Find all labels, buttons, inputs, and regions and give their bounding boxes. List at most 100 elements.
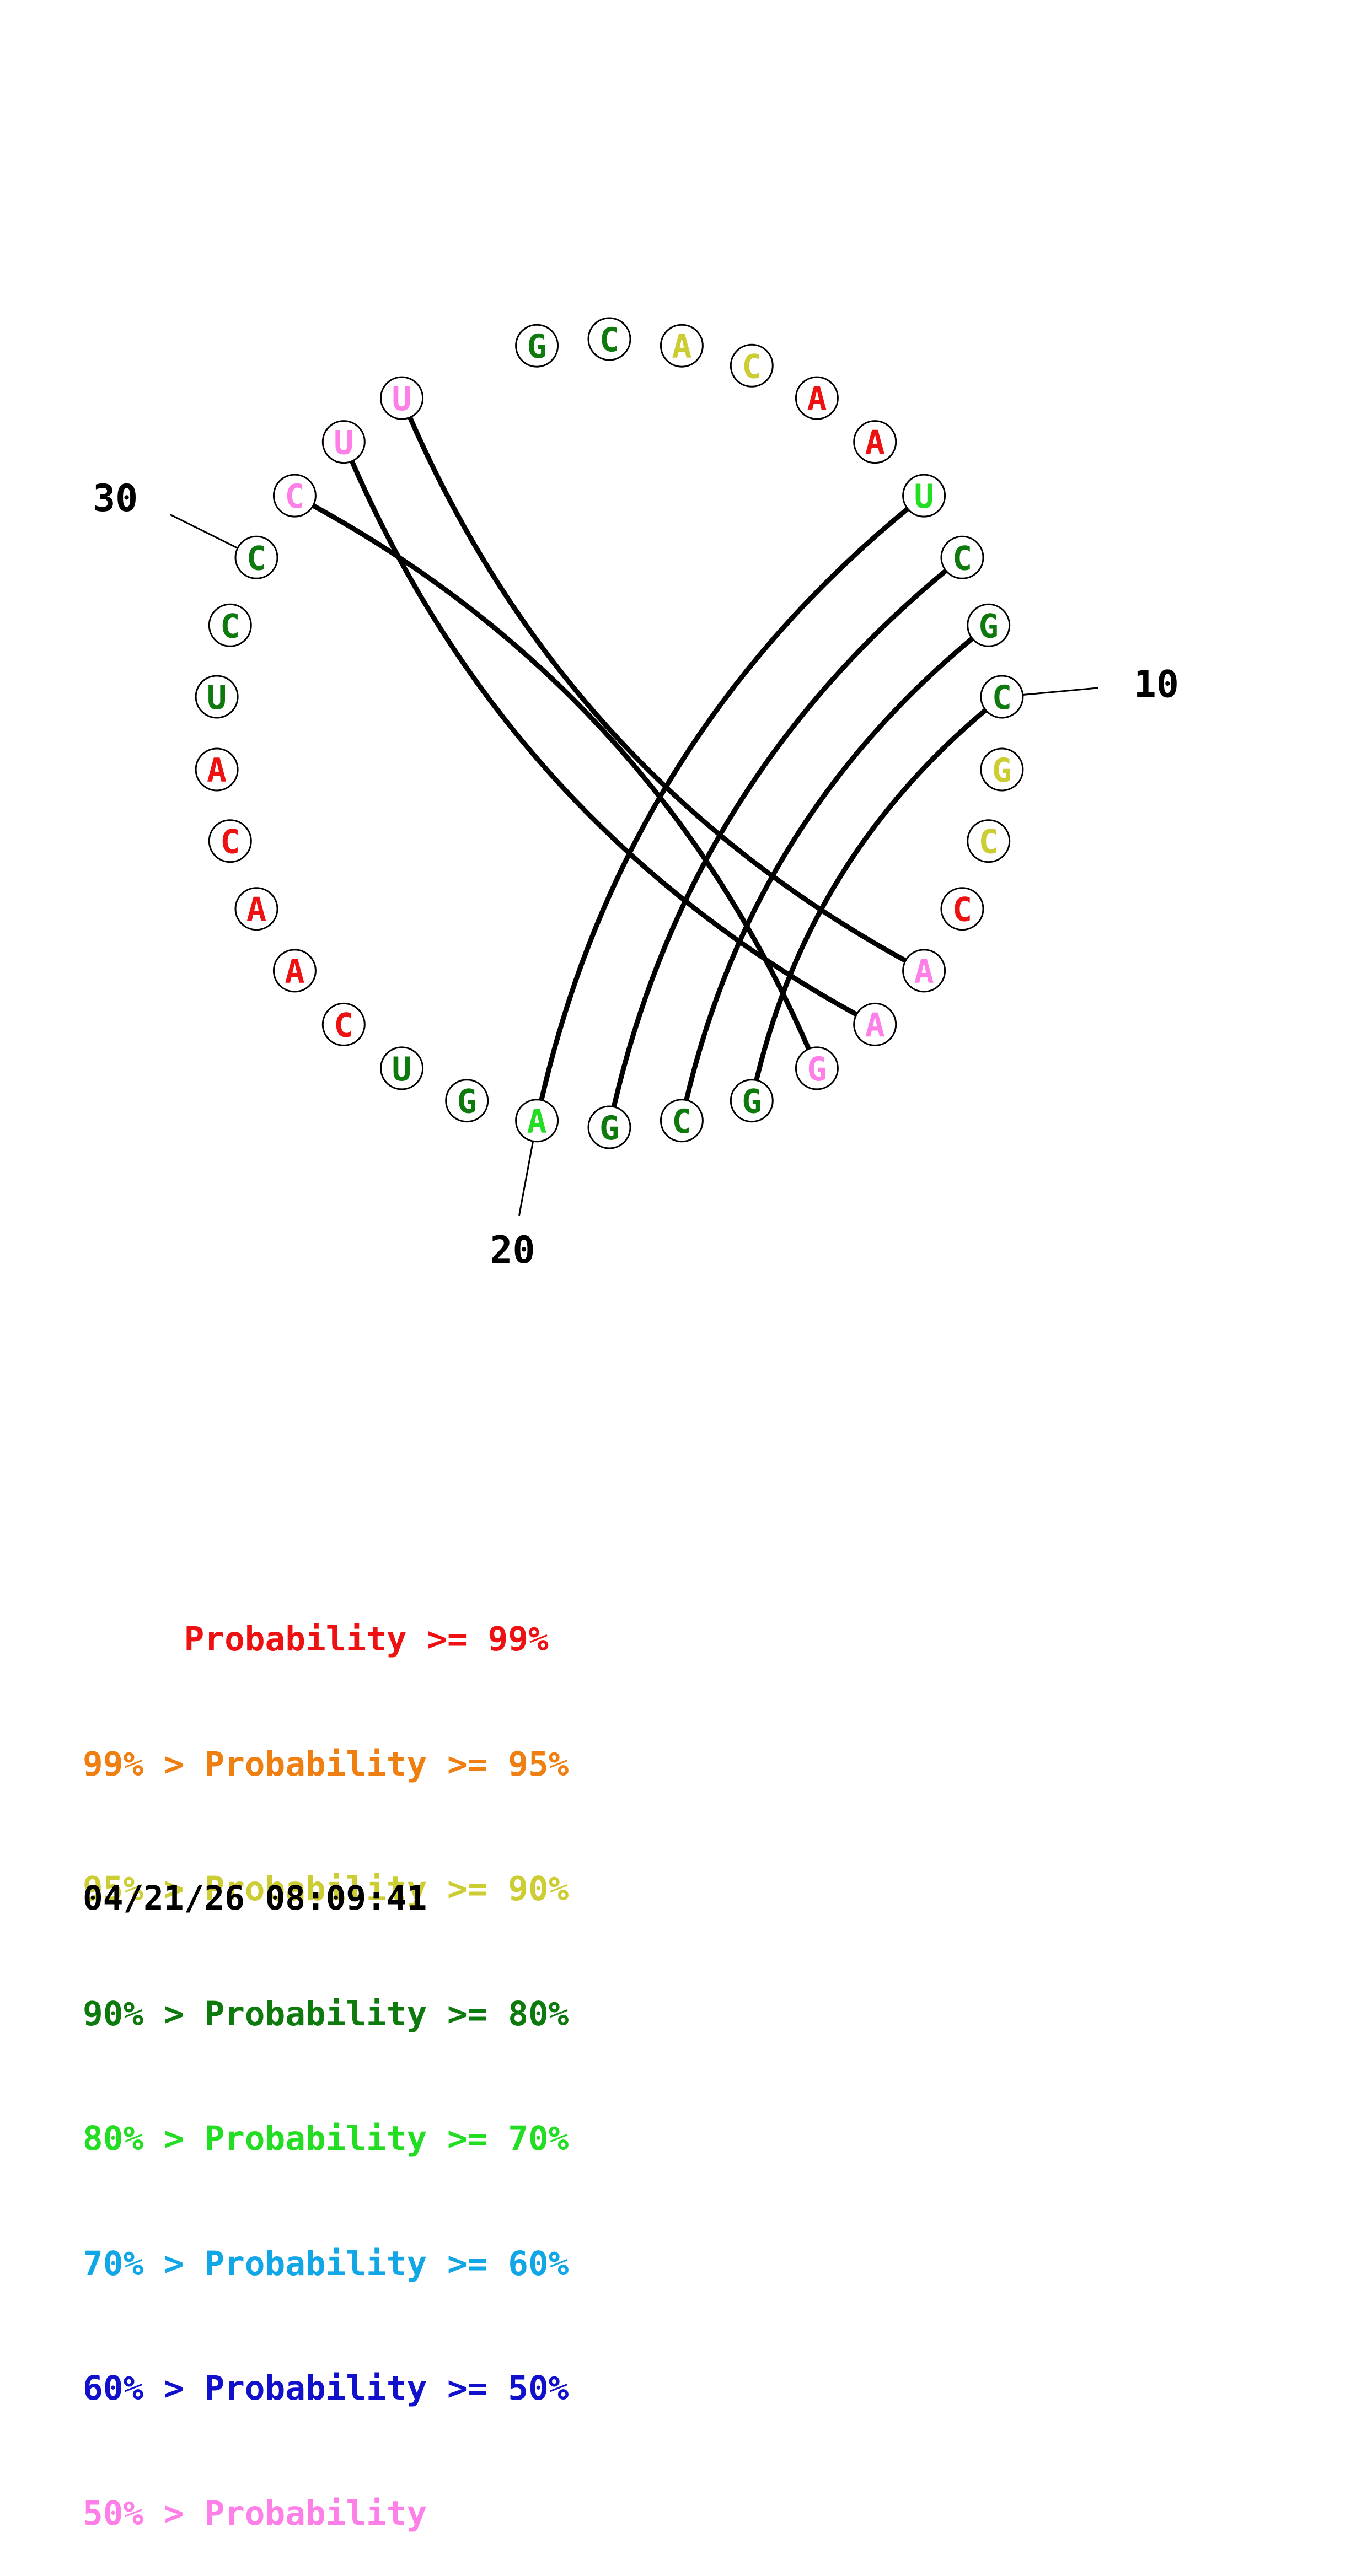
nucleotide-8: C bbox=[940, 535, 984, 579]
nucleotide-circle bbox=[660, 324, 704, 368]
nucleotide-letter: C bbox=[992, 679, 1012, 717]
nucleotide-circle bbox=[587, 317, 631, 361]
nucleotide-14: A bbox=[902, 949, 946, 993]
nucleotide-circle bbox=[587, 1105, 631, 1149]
nucleotide-letter: C bbox=[220, 607, 240, 646]
nucleotide-circle bbox=[380, 376, 424, 420]
nucleotide-13: C bbox=[940, 887, 984, 931]
nucleotide-circle bbox=[445, 1079, 489, 1123]
nucleotide-2: C bbox=[587, 317, 631, 361]
probability-legend: Probability >= 99% 99% > Probability >= … bbox=[83, 1535, 569, 2576]
nucleotide-19: G bbox=[587, 1105, 631, 1149]
nucleotide-letter: C bbox=[979, 823, 999, 862]
nucleotide-circle bbox=[208, 819, 252, 863]
legend-line-prob-lt-50: 50% > Probability bbox=[83, 2493, 427, 2533]
nucleotide-22: U bbox=[380, 1046, 424, 1090]
nucleotide-7: U bbox=[902, 474, 946, 518]
legend-line-prob-ge-99: Probability >= 99% bbox=[83, 1620, 549, 1659]
position-label-20: 20 bbox=[490, 1229, 535, 1272]
nucleotide-circle bbox=[967, 819, 1011, 863]
nucleotide-circle bbox=[730, 1079, 774, 1123]
timestamp: 04/21/26 08:09:41 bbox=[83, 1879, 427, 1918]
nucleotide-letter: G bbox=[992, 751, 1012, 790]
base-pair-line-15-32 bbox=[341, 439, 878, 1027]
nucleotide-letter: U bbox=[914, 477, 934, 516]
nucleotide-16: G bbox=[795, 1046, 839, 1090]
nucleotide-letter: C bbox=[599, 321, 619, 359]
position-label-30: 30 bbox=[93, 477, 138, 520]
nucleotide-circle bbox=[515, 324, 559, 368]
legend-line-prob-70-80: 80% > Probability >= 70% bbox=[83, 2119, 569, 2158]
nucleotide-circle bbox=[730, 343, 774, 388]
nucleotide-circle bbox=[321, 420, 366, 464]
nucleotide-31: C bbox=[272, 474, 317, 518]
position-markers: 10 20 30 bbox=[93, 477, 1179, 1272]
nucleotide-letter: U bbox=[207, 679, 227, 717]
nucleotide-letter: G bbox=[599, 1109, 619, 1148]
nucleotide-circle bbox=[940, 535, 984, 579]
nucleotide-letter: G bbox=[979, 607, 999, 646]
nucleotide-letter: A bbox=[914, 953, 934, 991]
nucleotide-letter: A bbox=[246, 891, 266, 929]
nucleotide-circle bbox=[853, 1002, 897, 1046]
nucleotide-letter: A bbox=[285, 953, 304, 991]
nucleotide-33: U bbox=[380, 376, 424, 420]
nucleotide-circle bbox=[980, 747, 1024, 792]
nucleotide-letter: G bbox=[457, 1083, 477, 1121]
nucleotide-1: G bbox=[515, 324, 559, 368]
nucleotide-4: C bbox=[730, 343, 774, 388]
nucleotide-29: C bbox=[208, 603, 252, 647]
nucleotide-25: A bbox=[234, 887, 278, 931]
nucleotide-letter: G bbox=[527, 327, 547, 366]
nucleotide-circle bbox=[902, 474, 946, 518]
base-pair-line-8-19 bbox=[607, 555, 965, 1130]
nucleotide-letter: C bbox=[246, 539, 266, 578]
nucleotide-letter: A bbox=[672, 327, 691, 366]
nucleotide-21: G bbox=[445, 1079, 489, 1123]
nucleotide-letter: U bbox=[392, 1050, 412, 1089]
nucleotide-20: A bbox=[515, 1099, 559, 1143]
nucleotide-3: A bbox=[660, 324, 704, 368]
nucleotide-letter: U bbox=[392, 380, 412, 418]
nucleotide-12: C bbox=[967, 819, 1011, 863]
nucleotide-10: C bbox=[980, 675, 1024, 719]
base-pair-line-16-31 bbox=[292, 493, 819, 1071]
base-pair-line-7-20 bbox=[534, 493, 927, 1123]
nucleotide-letter: A bbox=[207, 751, 227, 790]
nucleotide-circle bbox=[380, 1046, 424, 1090]
nucleotide-circle bbox=[208, 603, 252, 647]
nucleotide-circle bbox=[902, 949, 946, 993]
base-pair-lines bbox=[292, 395, 1005, 1130]
nucleotide-28: U bbox=[195, 675, 239, 719]
nucleotide-circle bbox=[660, 1099, 704, 1143]
nucleotide-circle bbox=[795, 1046, 839, 1090]
nucleotide-18: C bbox=[660, 1099, 704, 1143]
legend-line-prob-50-60: 60% > Probability >= 50% bbox=[83, 2369, 569, 2408]
nucleotide-circle bbox=[853, 420, 897, 464]
base-pair-line-14-33 bbox=[399, 395, 927, 974]
base-pair-line-9-18 bbox=[679, 622, 991, 1123]
legend-line-prob-90-95: 95% > Probability >= 90% bbox=[83, 1869, 569, 1908]
nucleotide-24: A bbox=[272, 949, 317, 993]
legend-line-prob-80-90: 90% > Probability >= 80% bbox=[83, 1994, 569, 2034]
legend-line-prob-95-99: 99% > Probability >= 95% bbox=[83, 1744, 569, 1784]
nucleotide-letter: C bbox=[742, 347, 762, 386]
nucleotide-circle bbox=[272, 474, 317, 518]
nucleotide-17: G bbox=[730, 1079, 774, 1123]
nucleotide-circle bbox=[234, 535, 278, 579]
nucleotide-9: G bbox=[967, 603, 1011, 647]
nucleotide-30: C bbox=[234, 535, 278, 579]
nucleotide-letter: A bbox=[807, 380, 827, 418]
nucleotide-letter: A bbox=[865, 1006, 885, 1045]
base-pair-line-10-17 bbox=[749, 694, 1005, 1104]
nucleotide-32: U bbox=[321, 420, 366, 464]
nucleotide-11: G bbox=[980, 747, 1024, 792]
nucleotide-circle bbox=[195, 675, 239, 719]
nucleotide-5: A bbox=[795, 376, 839, 420]
nucleotide-letter: C bbox=[672, 1103, 691, 1141]
nucleotide-circle bbox=[795, 376, 839, 420]
nucleotide-circle bbox=[515, 1099, 559, 1143]
nucleotide-circle bbox=[980, 675, 1024, 719]
